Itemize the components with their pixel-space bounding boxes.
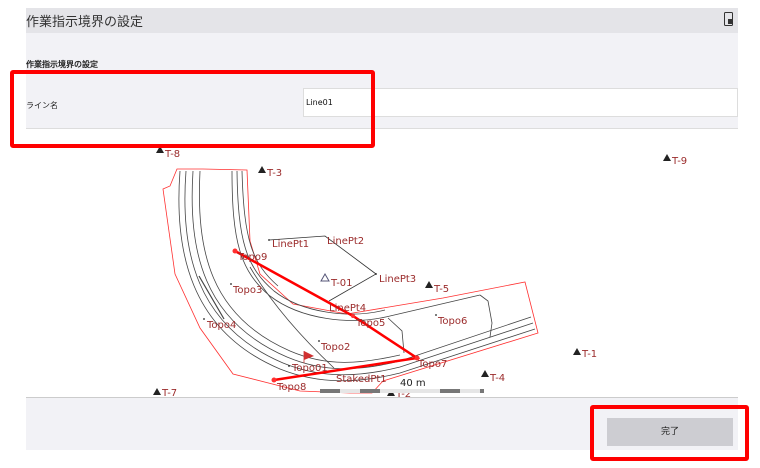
work-line-vertices — [232, 248, 420, 383]
triangle-icon — [481, 370, 489, 377]
label-LinePt2: LinePt2 — [327, 236, 364, 247]
device-lock-icon[interactable] — [724, 12, 734, 26]
road-lines — [178, 170, 536, 382]
control-point-markers — [153, 146, 671, 396]
flag-icon — [303, 351, 314, 363]
scale-bar — [320, 389, 484, 393]
label-T-5: T-5 — [433, 284, 449, 295]
label-T-3: T-3 — [266, 168, 282, 179]
label-T-4: T-4 — [489, 373, 505, 384]
label-T-7: T-7 — [161, 388, 177, 398]
label-Topo7: Topo7 — [417, 359, 447, 370]
done-button[interactable]: 完了 — [607, 418, 733, 446]
label-Topo8: Topo8 — [276, 382, 306, 393]
map-view[interactable]: T-8 T-3 T-9 T-5 T-1 T-4 T-7 T-2 T-01 Lin… — [26, 128, 738, 398]
line-name-input[interactable]: Line01 — [303, 88, 738, 117]
label-StakedPt1: StakedPt1 — [336, 374, 387, 385]
work-line — [234, 249, 421, 382]
label-T-8: T-8 — [164, 149, 180, 160]
triangle-icon — [573, 348, 581, 355]
point-dots — [203, 239, 437, 367]
label-LinePt1: LinePt1 — [272, 239, 309, 250]
triangle-icon — [153, 388, 161, 395]
benchmark-triangle-icon — [320, 272, 330, 282]
label-LinePt3: LinePt3 — [379, 274, 416, 285]
label-Topo3: Topo3 — [232, 285, 262, 296]
label-Topo4: Topo4 — [206, 320, 236, 331]
window-title: 作業指示境界の設定 — [26, 15, 144, 30]
label-Topo9: Topo9 — [237, 252, 267, 263]
label-Topo01: Topo01 — [291, 363, 328, 374]
map-canvas[interactable]: T-8 T-3 T-9 T-5 T-1 T-4 T-7 T-2 T-01 Lin… — [26, 129, 738, 398]
scale-label: 40 m — [400, 378, 426, 389]
triangle-icon — [258, 166, 266, 173]
triangle-icon — [156, 146, 164, 153]
highlight-box-done — [590, 405, 749, 461]
triangle-icon — [425, 281, 433, 288]
highlight-box-line-name — [10, 70, 375, 148]
title-bar: 作業指示境界の設定 — [26, 8, 738, 33]
triangle-icon — [663, 154, 671, 161]
label-Topo5: Topo5 — [355, 318, 385, 329]
dialog-window: 作業指示境界の設定 作業指示境界の設定 ライン名 Line01 — [26, 8, 738, 450]
line-points-path — [268, 235, 377, 302]
label-T-01: T-01 — [330, 278, 353, 289]
label-Topo2: Topo2 — [320, 342, 350, 353]
line-name-label: ライン名 — [26, 101, 58, 110]
label-T-9: T-9 — [671, 156, 687, 167]
label-Topo6: Topo6 — [437, 316, 467, 327]
label-LinePt4: LinePt4 — [329, 303, 366, 314]
section-title: 作業指示境界の設定 — [26, 60, 98, 69]
label-T-1: T-1 — [581, 349, 597, 360]
